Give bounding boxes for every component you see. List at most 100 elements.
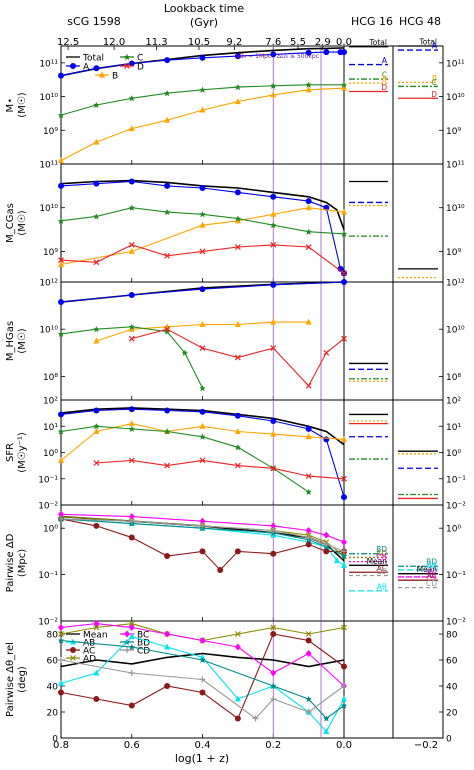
data-point bbox=[323, 541, 330, 548]
data-point bbox=[199, 657, 206, 663]
data-point bbox=[128, 204, 135, 211]
series-a bbox=[58, 49, 347, 79]
series-line bbox=[60, 326, 203, 389]
hcg16-frame bbox=[343, 399, 394, 506]
data-point bbox=[234, 428, 241, 434]
hcg16-frame bbox=[343, 281, 394, 401]
data-point bbox=[93, 259, 100, 266]
y-tick-label: 10¹² bbox=[39, 279, 58, 289]
data-point bbox=[305, 541, 312, 548]
y-axis-label: SFR bbox=[5, 443, 16, 462]
legend-label: CD bbox=[137, 647, 150, 657]
data-point bbox=[341, 81, 347, 88]
data-point bbox=[128, 425, 135, 432]
data-point bbox=[93, 65, 100, 72]
data-point bbox=[323, 531, 330, 539]
y-tick-label: 80 bbox=[47, 631, 59, 641]
hcg48-label: BD bbox=[426, 558, 437, 567]
data-point bbox=[199, 548, 206, 555]
x-tick-label: 0.2 bbox=[265, 740, 281, 751]
y-tick-label: 10⁹ bbox=[43, 248, 58, 258]
data-point bbox=[305, 696, 312, 702]
y-tick-label-right: 10⁰ bbox=[446, 449, 461, 459]
series-a bbox=[58, 406, 347, 501]
data-point bbox=[270, 669, 277, 677]
data-point bbox=[164, 326, 171, 333]
data-point bbox=[164, 428, 171, 435]
legend-label: Mean bbox=[83, 631, 108, 641]
top-tick-label: 12.0 bbox=[103, 37, 125, 48]
series-bd bbox=[58, 637, 347, 722]
hcg16-label: CB bbox=[377, 553, 387, 562]
data-point bbox=[323, 715, 330, 722]
series-line bbox=[60, 633, 345, 720]
data-point bbox=[305, 433, 312, 440]
y-tick-label-right: 10⁸ bbox=[446, 373, 461, 383]
series-line bbox=[60, 207, 345, 266]
hcg48-label: AB bbox=[427, 561, 437, 570]
y-tick-label: 40 bbox=[47, 683, 59, 693]
data-point bbox=[199, 517, 206, 525]
data-point bbox=[164, 462, 171, 469]
data-point bbox=[93, 428, 100, 434]
data-point bbox=[58, 657, 64, 663]
data-point bbox=[58, 112, 64, 119]
hcg48-title: HCG 48 bbox=[399, 15, 441, 28]
x-tick-label: 0.6 bbox=[124, 740, 140, 751]
y-tick-label-right: 20 bbox=[446, 709, 458, 719]
data-point bbox=[270, 51, 277, 58]
y-tick-label-right: 10¹⁰ bbox=[446, 204, 465, 214]
data-point bbox=[323, 49, 330, 56]
x-tick-label: 0.8 bbox=[53, 740, 69, 751]
series-b bbox=[58, 84, 347, 164]
hcg48-label: AC bbox=[427, 572, 437, 581]
series-line bbox=[60, 423, 345, 461]
data-point bbox=[128, 60, 135, 67]
hcg48-sfr bbox=[398, 450, 438, 500]
data-point bbox=[128, 406, 135, 413]
series-a bbox=[58, 178, 347, 277]
series-line bbox=[131, 328, 345, 387]
y-tick-label: 10⁸ bbox=[43, 373, 58, 383]
data-point bbox=[199, 211, 206, 218]
data-point bbox=[341, 695, 347, 702]
data-point bbox=[128, 335, 135, 342]
data-point bbox=[93, 180, 100, 187]
data-point bbox=[164, 630, 171, 638]
y-axis-unit: (Mpc) bbox=[17, 549, 28, 577]
data-point bbox=[93, 696, 100, 702]
data-point bbox=[234, 84, 241, 91]
y-tick-label-right: 10⁻¹ bbox=[446, 475, 466, 485]
data-point bbox=[164, 182, 171, 189]
series-ab bbox=[58, 633, 347, 734]
data-point bbox=[58, 299, 64, 306]
series-d bbox=[128, 326, 347, 389]
series-d bbox=[58, 241, 347, 277]
data-point bbox=[270, 91, 277, 98]
data-point bbox=[164, 643, 171, 650]
data-point bbox=[93, 620, 100, 628]
data-point bbox=[93, 138, 100, 145]
top-axis-unit: (Gyr) bbox=[190, 16, 218, 29]
data-point bbox=[199, 286, 206, 293]
data-point bbox=[128, 95, 135, 102]
data-point bbox=[234, 215, 241, 222]
hcg48-label: D bbox=[431, 90, 437, 99]
data-point bbox=[234, 53, 241, 60]
y-axis-unit: (M☉) bbox=[17, 328, 28, 353]
data-point bbox=[305, 204, 312, 211]
top-tick-label: 0.0 bbox=[336, 37, 352, 48]
hcg16-mhgas bbox=[349, 362, 388, 382]
hcg48-frame bbox=[392, 281, 444, 401]
hcg16-mcgas bbox=[349, 180, 388, 237]
data-point bbox=[341, 335, 347, 342]
data-point bbox=[124, 630, 130, 638]
data-point bbox=[333, 557, 340, 564]
top-axis-title: Lookback time bbox=[164, 2, 244, 15]
data-point bbox=[181, 349, 188, 356]
y-tick-label: 10¹¹ bbox=[39, 161, 58, 171]
hcg16-label: AD bbox=[376, 549, 387, 558]
